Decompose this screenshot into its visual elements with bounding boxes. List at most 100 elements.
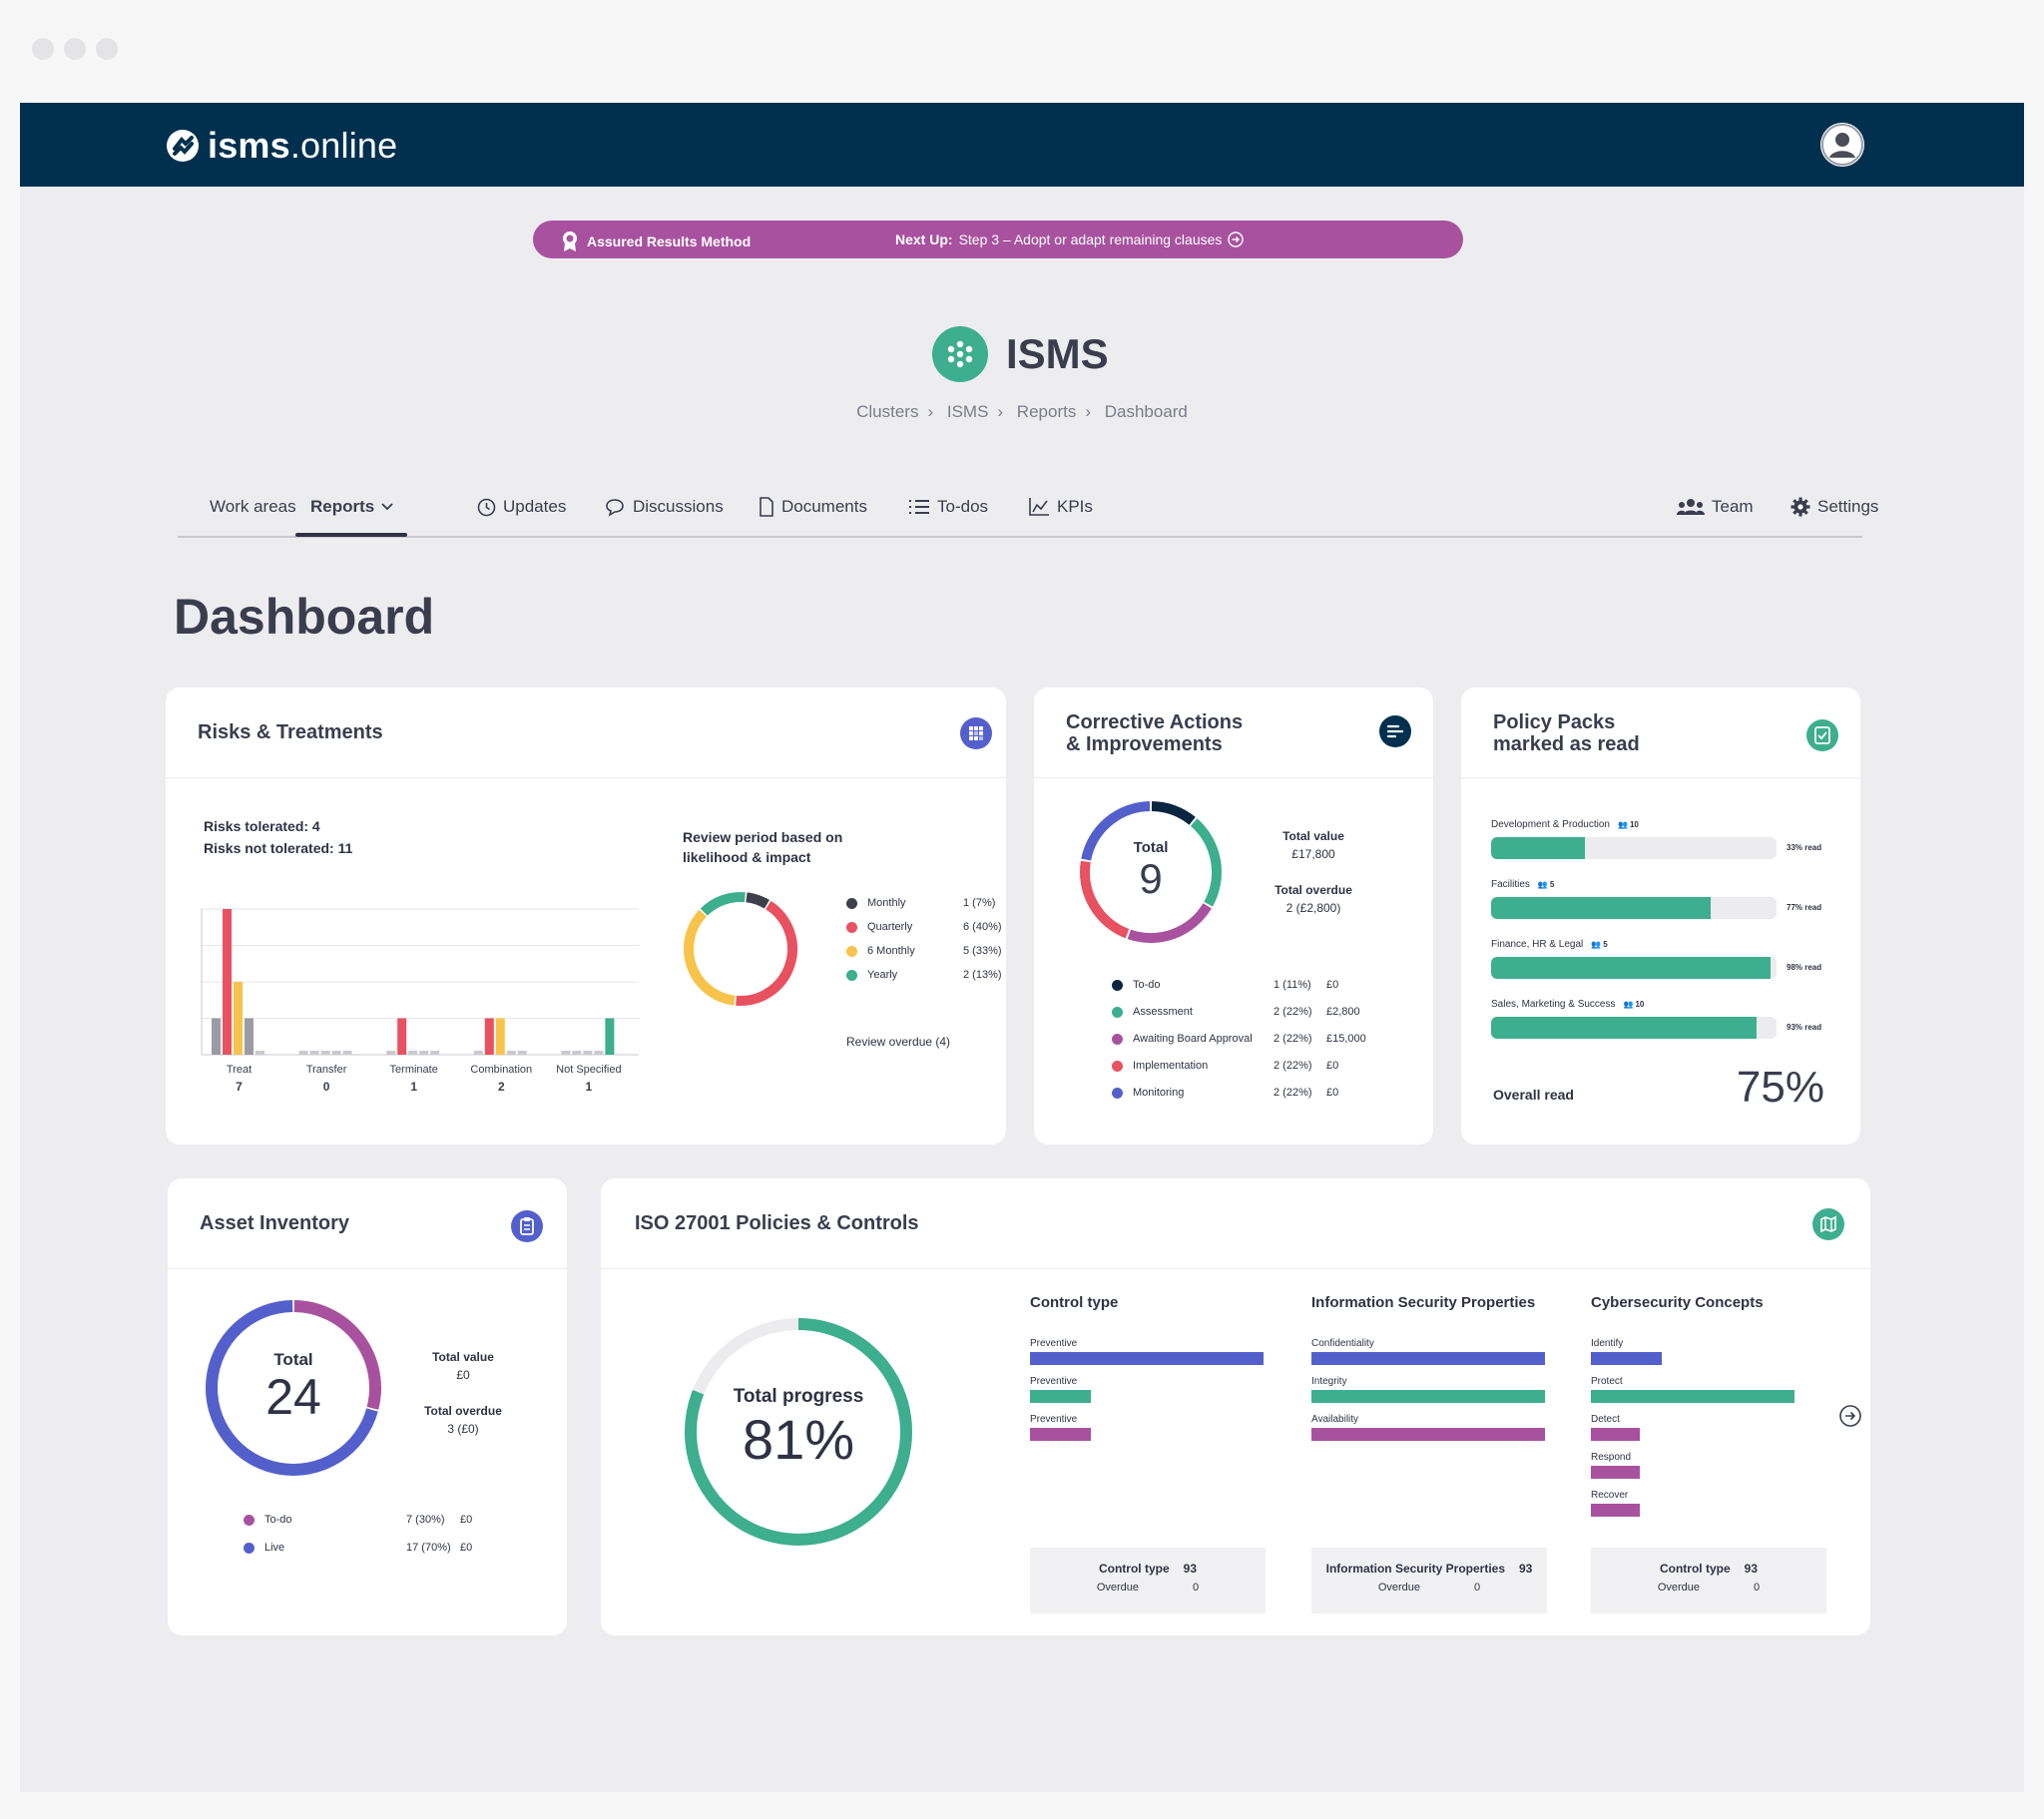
legend-value: 1 (7%) [963,897,996,909]
corrective-actions-card[interactable]: Corrective Actions & Improvements Total … [1034,687,1433,1144]
banner-next-up[interactable]: Next Up: Step 3 – Adopt or adapt remaini… [895,231,1245,247]
summary-sub-row: Overdue 0 [1030,1582,1266,1593]
control-bar[interactable] [1591,1352,1662,1365]
control-bar[interactable] [1591,1504,1640,1517]
card-divider [1461,777,1860,778]
window-dot[interactable] [96,38,118,60]
tab-kpis[interactable]: KPIs [1028,497,1093,517]
policy-pack-bar[interactable] [1491,1017,1777,1039]
page-header: ISMS [932,326,1109,382]
bar-label: Availability [1311,1414,1359,1425]
control-bar[interactable] [1591,1390,1794,1403]
tab-work-areas[interactable]: Work areas [210,497,296,517]
iso-controls-card[interactable]: ISO 27001 Policies & Controls Total prog… [601,1178,1870,1635]
risk-bar [572,1051,582,1055]
risks-card[interactable]: Risks & Treatments Risks tolerated: 4 Ri… [166,687,1006,1144]
breadcrumb-dashboard[interactable]: Dashboard [1104,402,1188,421]
legend-item: Monthly 1 (7%) [846,897,1026,909]
clipboard-icon[interactable] [511,1210,543,1242]
window-dot[interactable] [32,38,54,60]
risk-bar [408,1051,418,1055]
control-bar[interactable] [1030,1390,1091,1403]
tab-todos[interactable]: To-dos [908,497,988,517]
bar-label: Protect [1591,1376,1623,1387]
document-icon [760,497,773,517]
review-title-line-1: Review period based on [683,829,843,845]
control-bar[interactable] [1591,1428,1640,1441]
tab-reports[interactable]: Reports [310,497,393,517]
card-divider [168,1268,567,1269]
members-count: 5 [1549,880,1555,889]
control-bar[interactable] [1591,1466,1640,1479]
asset-inventory-card[interactable]: Asset Inventory Total 24 Total value £0 … [168,1178,567,1635]
banner-next-label: Next Up: [895,231,953,247]
policy-pack-bar-fill [1491,957,1772,979]
map-icon[interactable] [1812,1208,1844,1240]
risk-bar [517,1051,527,1055]
policy-pack-bar[interactable] [1491,897,1777,919]
bar-label: Detect [1591,1414,1620,1425]
progress-arc [685,1318,912,1546]
total-value: 24 [265,1369,321,1425]
policy-pack-name: Development & Production [1491,819,1610,830]
document-check-icon[interactable] [1806,719,1838,751]
summary-title-row: Information Security Properties 93 [1311,1562,1547,1576]
policy-pack-bar[interactable] [1491,837,1777,859]
asset-donut-chart [206,1300,381,1476]
control-bar[interactable] [1030,1428,1091,1441]
legend-count: 1 (11%) [1274,979,1311,991]
risk-bar [484,1018,494,1055]
policy-pack-bar[interactable] [1491,957,1777,979]
summary-title: Control type [1659,1562,1731,1576]
cluster-icon [932,326,988,382]
breadcrumb-clusters[interactable]: Clusters [856,402,919,421]
review-donut-chart [684,892,797,1006]
assured-results-banner[interactable]: Assured Results Method Next Up: Step 3 –… [533,221,1463,258]
policy-pack-members: 👥 10 [1618,820,1639,829]
summary-total: 93 [1519,1562,1533,1576]
review-slice [684,909,736,1006]
control-bar[interactable] [1311,1352,1545,1365]
tab-settings[interactable]: Settings [1790,497,1878,517]
bar-label: Preventive [1030,1338,1078,1349]
tab-discussions[interactable]: Discussions [605,497,724,517]
sliders-icon[interactable] [1379,715,1411,747]
review-overdue[interactable]: Review overdue (4) [846,1035,951,1049]
grid-icon[interactable] [960,717,992,749]
avatar[interactable] [1820,123,1864,167]
team-icon: 👥 [1617,820,1628,829]
tab-team[interactable]: Team [1677,497,1754,517]
legend-label: Live [264,1542,285,1554]
total-value-label: Total value [1282,829,1344,843]
card-title: Risks & Treatments [198,721,383,743]
arrow-circle-right-icon[interactable] [1228,231,1245,247]
window-dot[interactable] [64,38,86,60]
legend-label: Monthly [867,897,906,909]
legend-value: 6 (40%) [963,921,1002,933]
breadcrumb-reports[interactable]: Reports [1016,402,1077,421]
corrective-donut-chart [1080,801,1222,943]
progress-label: Total progress [733,1386,864,1407]
total-value-label: Total value [432,1350,494,1364]
section-nav: Work areas Reports Updates Discussions D… [178,488,1878,538]
control-bar[interactable] [1030,1352,1264,1365]
category-total: 7 [236,1080,243,1094]
control-bar[interactable] [1311,1428,1545,1441]
brand-name-bold: isms [208,125,290,166]
tab-updates[interactable]: Updates [477,497,566,517]
breadcrumb-isms[interactable]: ISMS [946,402,989,421]
total-label: Total [273,1350,313,1369]
progress-value: 81% [742,1408,855,1471]
members-count: 5 [1603,940,1608,949]
legend-dot [1112,1006,1123,1018]
app-window: isms .online Assured Results Method Next … [20,103,2024,1792]
control-bar[interactable] [1311,1390,1545,1403]
brand-logo[interactable]: isms .online [166,125,397,167]
arrow-circle-right-icon[interactable] [1838,1404,1862,1428]
bar-label: Respond [1591,1452,1632,1463]
tab-documents[interactable]: Documents [759,497,867,517]
legend-item: Assessment 2 (22%) £2,800 [1112,1006,1401,1018]
team-icon [1677,499,1705,515]
policy-packs-card[interactable]: Policy Packs marked as read Development … [1461,687,1860,1144]
legend-item: Yearly 2 (13%) [846,969,1026,981]
